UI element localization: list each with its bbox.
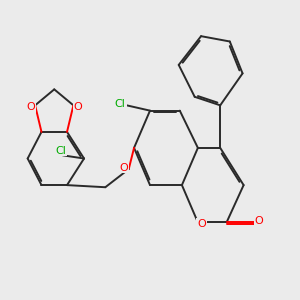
Text: Cl: Cl (115, 99, 126, 109)
Text: Cl: Cl (56, 146, 67, 155)
Text: O: O (74, 102, 82, 112)
Text: O: O (197, 219, 206, 229)
Text: O: O (26, 102, 35, 112)
Text: O: O (120, 163, 128, 172)
Text: O: O (255, 216, 263, 226)
